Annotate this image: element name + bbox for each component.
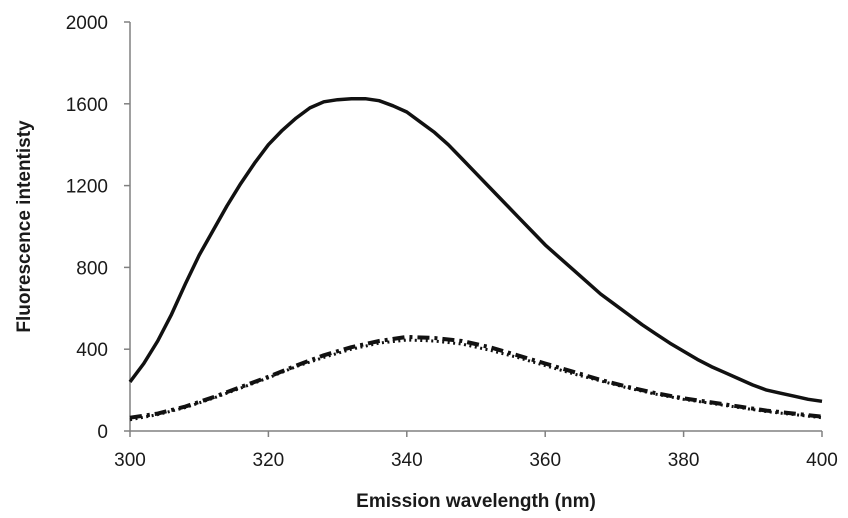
series-layer: [128, 96, 823, 422]
x-ticks: 300 320 340 360 380 400: [114, 431, 838, 471]
y-axis-title: Fluorescence intentisty: [14, 120, 35, 333]
series-line-dotted: [129, 338, 823, 422]
y-ticks: 0 400 800 1200 1600 2000: [66, 13, 130, 443]
series-line-solid: [128, 96, 823, 404]
x-tick-label: 380: [668, 450, 700, 471]
y-tick-label: 1600: [66, 95, 108, 116]
x-axis-title: Emission wavelength (nm): [356, 491, 596, 512]
x-tick-label: 360: [529, 450, 561, 471]
x-tick-label: 340: [391, 450, 423, 471]
series-line-dash-dot: [129, 334, 823, 420]
x-tick-label: 400: [806, 450, 838, 471]
x-tick-label: 320: [253, 450, 285, 471]
y-tick-label: 800: [76, 258, 108, 279]
y-tick-label: 400: [76, 340, 108, 361]
y-tick-label: 2000: [66, 13, 108, 34]
y-tick-label: 0: [97, 422, 108, 443]
x-tick-label: 300: [114, 450, 146, 471]
y-tick-label: 1200: [66, 177, 108, 198]
